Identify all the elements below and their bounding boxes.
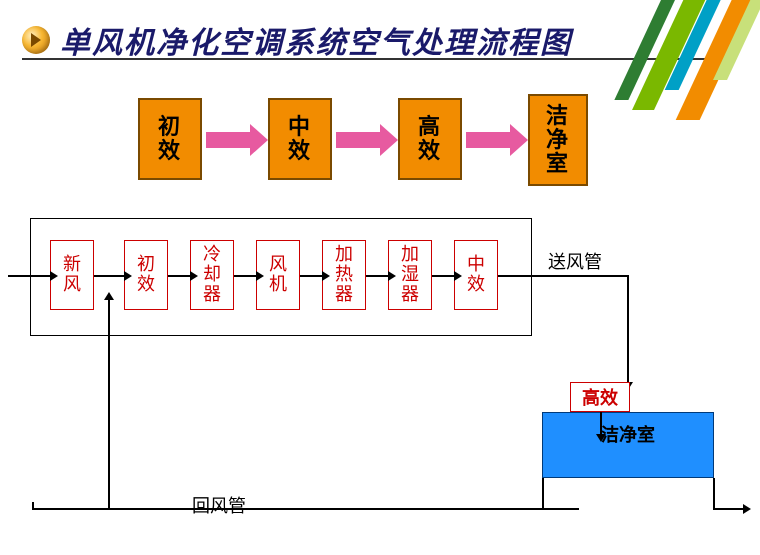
connector [498, 275, 628, 277]
he-to-clean-arrow [600, 412, 602, 434]
connector [108, 310, 110, 508]
proc-link-arrow [366, 275, 388, 277]
proc-link-arrow [94, 275, 124, 277]
pink-arrow-icon [466, 132, 510, 148]
proc-link-arrow [168, 275, 190, 277]
pink-arrow-icon [336, 132, 380, 148]
top-flow-box: 洁净室 [528, 94, 588, 186]
bullet-icon [22, 26, 50, 54]
connector [108, 300, 110, 310]
connector [713, 508, 743, 510]
title-row: 单风机净化空调系统空气处理流程图 [22, 18, 572, 62]
title-underline [22, 58, 722, 60]
top-flow-box: 高效 [398, 98, 462, 180]
top-flow-box: 初效 [138, 98, 202, 180]
proc-link-arrow [300, 275, 322, 277]
clean-room-box: 洁净室 [542, 412, 714, 478]
top-flow-box: 中效 [268, 98, 332, 180]
supply-duct-label: 送风管 [548, 248, 602, 274]
page-title: 单风机净化空调系统空气处理流程图 [60, 18, 572, 62]
connector [627, 275, 629, 382]
proc-link-arrow [234, 275, 256, 277]
connector [32, 502, 34, 508]
connector [541, 508, 579, 510]
connector [32, 508, 544, 510]
connector [713, 478, 715, 508]
pink-arrow-icon [206, 132, 250, 148]
inlet-arrow [8, 275, 50, 277]
connector [627, 374, 629, 382]
high-eff-box: 高效 [570, 382, 630, 412]
connector [542, 478, 544, 508]
proc-link-arrow [432, 275, 454, 277]
return-duct-label: 回风管 [192, 492, 246, 518]
